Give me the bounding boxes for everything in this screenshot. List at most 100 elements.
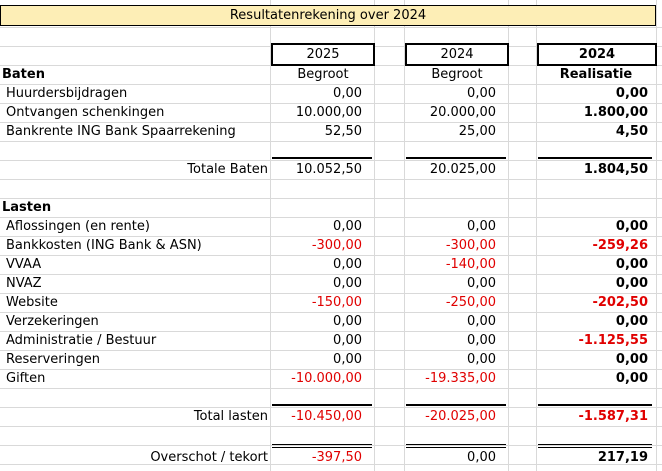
total-label: Totale Baten bbox=[187, 162, 268, 177]
value-2025-budget: 52,50 bbox=[324, 124, 362, 139]
grid-line bbox=[0, 293, 662, 294]
table-row: Administratie / Bestuur 0,00 0,00 -1.125… bbox=[0, 331, 662, 350]
total-rule bbox=[406, 404, 506, 406]
grid-line bbox=[0, 84, 662, 85]
baten-total-row: Totale Baten 10.052,50 20.025,00 1.804,5… bbox=[0, 160, 662, 179]
grid-line bbox=[536, 0, 537, 471]
baten-header-row: Baten Begroot Begroot Realisatie bbox=[0, 65, 662, 84]
total-rule bbox=[538, 404, 652, 406]
value-2024-actual: 0,00 bbox=[615, 219, 648, 234]
result-rule bbox=[406, 444, 506, 445]
row-label: Bankrente ING Bank Spaarrekening bbox=[6, 124, 236, 139]
row-label: Huurdersbijdragen bbox=[6, 86, 128, 101]
grid-line bbox=[0, 122, 662, 123]
grid-line bbox=[0, 27, 662, 28]
grid-line bbox=[270, 0, 271, 471]
grid-line bbox=[0, 255, 662, 256]
grid-line bbox=[0, 179, 662, 180]
table-row: Bankrente ING Bank Spaarrekening 52,50 2… bbox=[0, 122, 662, 141]
value-2025-budget: 0,00 bbox=[333, 314, 362, 329]
table-row: Website -150,00 -250,00 -202,50 bbox=[0, 293, 662, 312]
value-2025-budget: 0,00 bbox=[333, 276, 362, 291]
grid-line bbox=[0, 141, 662, 142]
section-heading-baten: Baten bbox=[2, 67, 45, 82]
value-2024-budget: 0,00 bbox=[467, 86, 496, 101]
grid-line bbox=[0, 198, 662, 199]
value-2024-actual: -1.125,55 bbox=[578, 333, 648, 348]
grid-line bbox=[0, 217, 662, 218]
grid-line bbox=[0, 160, 662, 161]
value-2024-actual: -202,50 bbox=[592, 295, 648, 310]
row-label: Administratie / Bestuur bbox=[6, 333, 157, 348]
value-2025-budget: -300,00 bbox=[311, 238, 362, 253]
value-2024-actual: 1.800,00 bbox=[583, 105, 648, 120]
total-2024-budget: -20.025,00 bbox=[425, 409, 496, 424]
table-row: Bankkosten (ING Bank & ASN) -300,00 -300… bbox=[0, 236, 662, 255]
grid-line bbox=[0, 350, 662, 351]
grid-line bbox=[0, 407, 662, 408]
column-year-2024-actual: 2024 bbox=[537, 43, 657, 66]
value-2024-actual: 0,00 bbox=[615, 352, 648, 367]
value-2024-budget: 0,00 bbox=[467, 314, 496, 329]
value-2025-budget: -150,00 bbox=[311, 295, 362, 310]
value-2025-budget: 0,00 bbox=[333, 219, 362, 234]
result-rule bbox=[272, 444, 372, 445]
result-rule bbox=[272, 447, 372, 448]
table-row: Verzekeringen 0,00 0,00 0,00 bbox=[0, 312, 662, 331]
result-rule bbox=[538, 447, 652, 448]
lasten-header-row: Lasten bbox=[0, 198, 662, 217]
table-row: NVAZ 0,00 0,00 0,00 bbox=[0, 274, 662, 293]
value-2024-actual: 0,00 bbox=[615, 257, 648, 272]
result-rule bbox=[538, 444, 652, 445]
grid-line bbox=[0, 331, 662, 332]
row-label: Aflossingen (en rente) bbox=[6, 219, 150, 234]
total-rule bbox=[406, 157, 506, 159]
column-year-2024-budget: 2024 bbox=[405, 43, 509, 66]
result-rule bbox=[406, 447, 506, 448]
row-label: Reserveringen bbox=[6, 352, 100, 367]
grid-line bbox=[0, 236, 662, 237]
result-2024-budget: 0,00 bbox=[467, 450, 496, 465]
value-2024-actual: 0,00 bbox=[615, 276, 648, 291]
report-title: Resultatenrekening over 2024 bbox=[0, 5, 656, 26]
total-rule bbox=[272, 157, 372, 159]
value-2025-budget: 0,00 bbox=[333, 86, 362, 101]
value-2024-budget: -300,00 bbox=[445, 238, 496, 253]
grid-line bbox=[374, 0, 375, 471]
row-label: NVAZ bbox=[6, 276, 42, 291]
value-2024-actual: 4,50 bbox=[615, 124, 648, 139]
column-type-label: Begroot bbox=[297, 67, 349, 82]
value-2024-budget: -250,00 bbox=[445, 295, 496, 310]
grid-line bbox=[656, 0, 657, 471]
value-2024-budget: 0,00 bbox=[467, 276, 496, 291]
value-2024-budget: 20.000,00 bbox=[429, 105, 496, 120]
column-type-label: Begroot bbox=[431, 67, 483, 82]
grid-line bbox=[404, 0, 405, 471]
value-2024-actual: 0,00 bbox=[615, 314, 648, 329]
row-label: Ontvangen schenkingen bbox=[6, 105, 165, 120]
value-2025-budget: -10.000,00 bbox=[291, 371, 362, 386]
total-2024-actual: -1.587,31 bbox=[578, 409, 648, 424]
grid-line bbox=[0, 274, 662, 275]
table-row: VVAA 0,00 -140,00 0,00 bbox=[0, 255, 662, 274]
value-2024-budget: 0,00 bbox=[467, 352, 496, 367]
row-label: Verzekeringen bbox=[6, 314, 99, 329]
grid-line bbox=[508, 0, 509, 471]
section-heading-lasten: Lasten bbox=[2, 200, 52, 215]
value-2024-budget: -140,00 bbox=[445, 257, 496, 272]
grid-line bbox=[0, 388, 662, 389]
table-row: Huurdersbijdragen 0,00 0,00 0,00 bbox=[0, 84, 662, 103]
table-row: Giften -10.000,00 -19.335,00 0,00 bbox=[0, 369, 662, 388]
result-2024-actual: 217,19 bbox=[597, 450, 648, 465]
value-2025-budget: 0,00 bbox=[333, 257, 362, 272]
result-label: Overschot / tekort bbox=[150, 450, 268, 465]
total-rule bbox=[538, 157, 652, 159]
result-2025-budget: -397,50 bbox=[311, 450, 362, 465]
grid-line bbox=[0, 426, 662, 427]
value-2024-actual: 0,00 bbox=[615, 371, 648, 386]
total-2024-actual: 1.804,50 bbox=[583, 162, 648, 177]
value-2024-budget: 0,00 bbox=[467, 333, 496, 348]
grid-line bbox=[0, 445, 662, 446]
row-label: Website bbox=[6, 295, 58, 310]
